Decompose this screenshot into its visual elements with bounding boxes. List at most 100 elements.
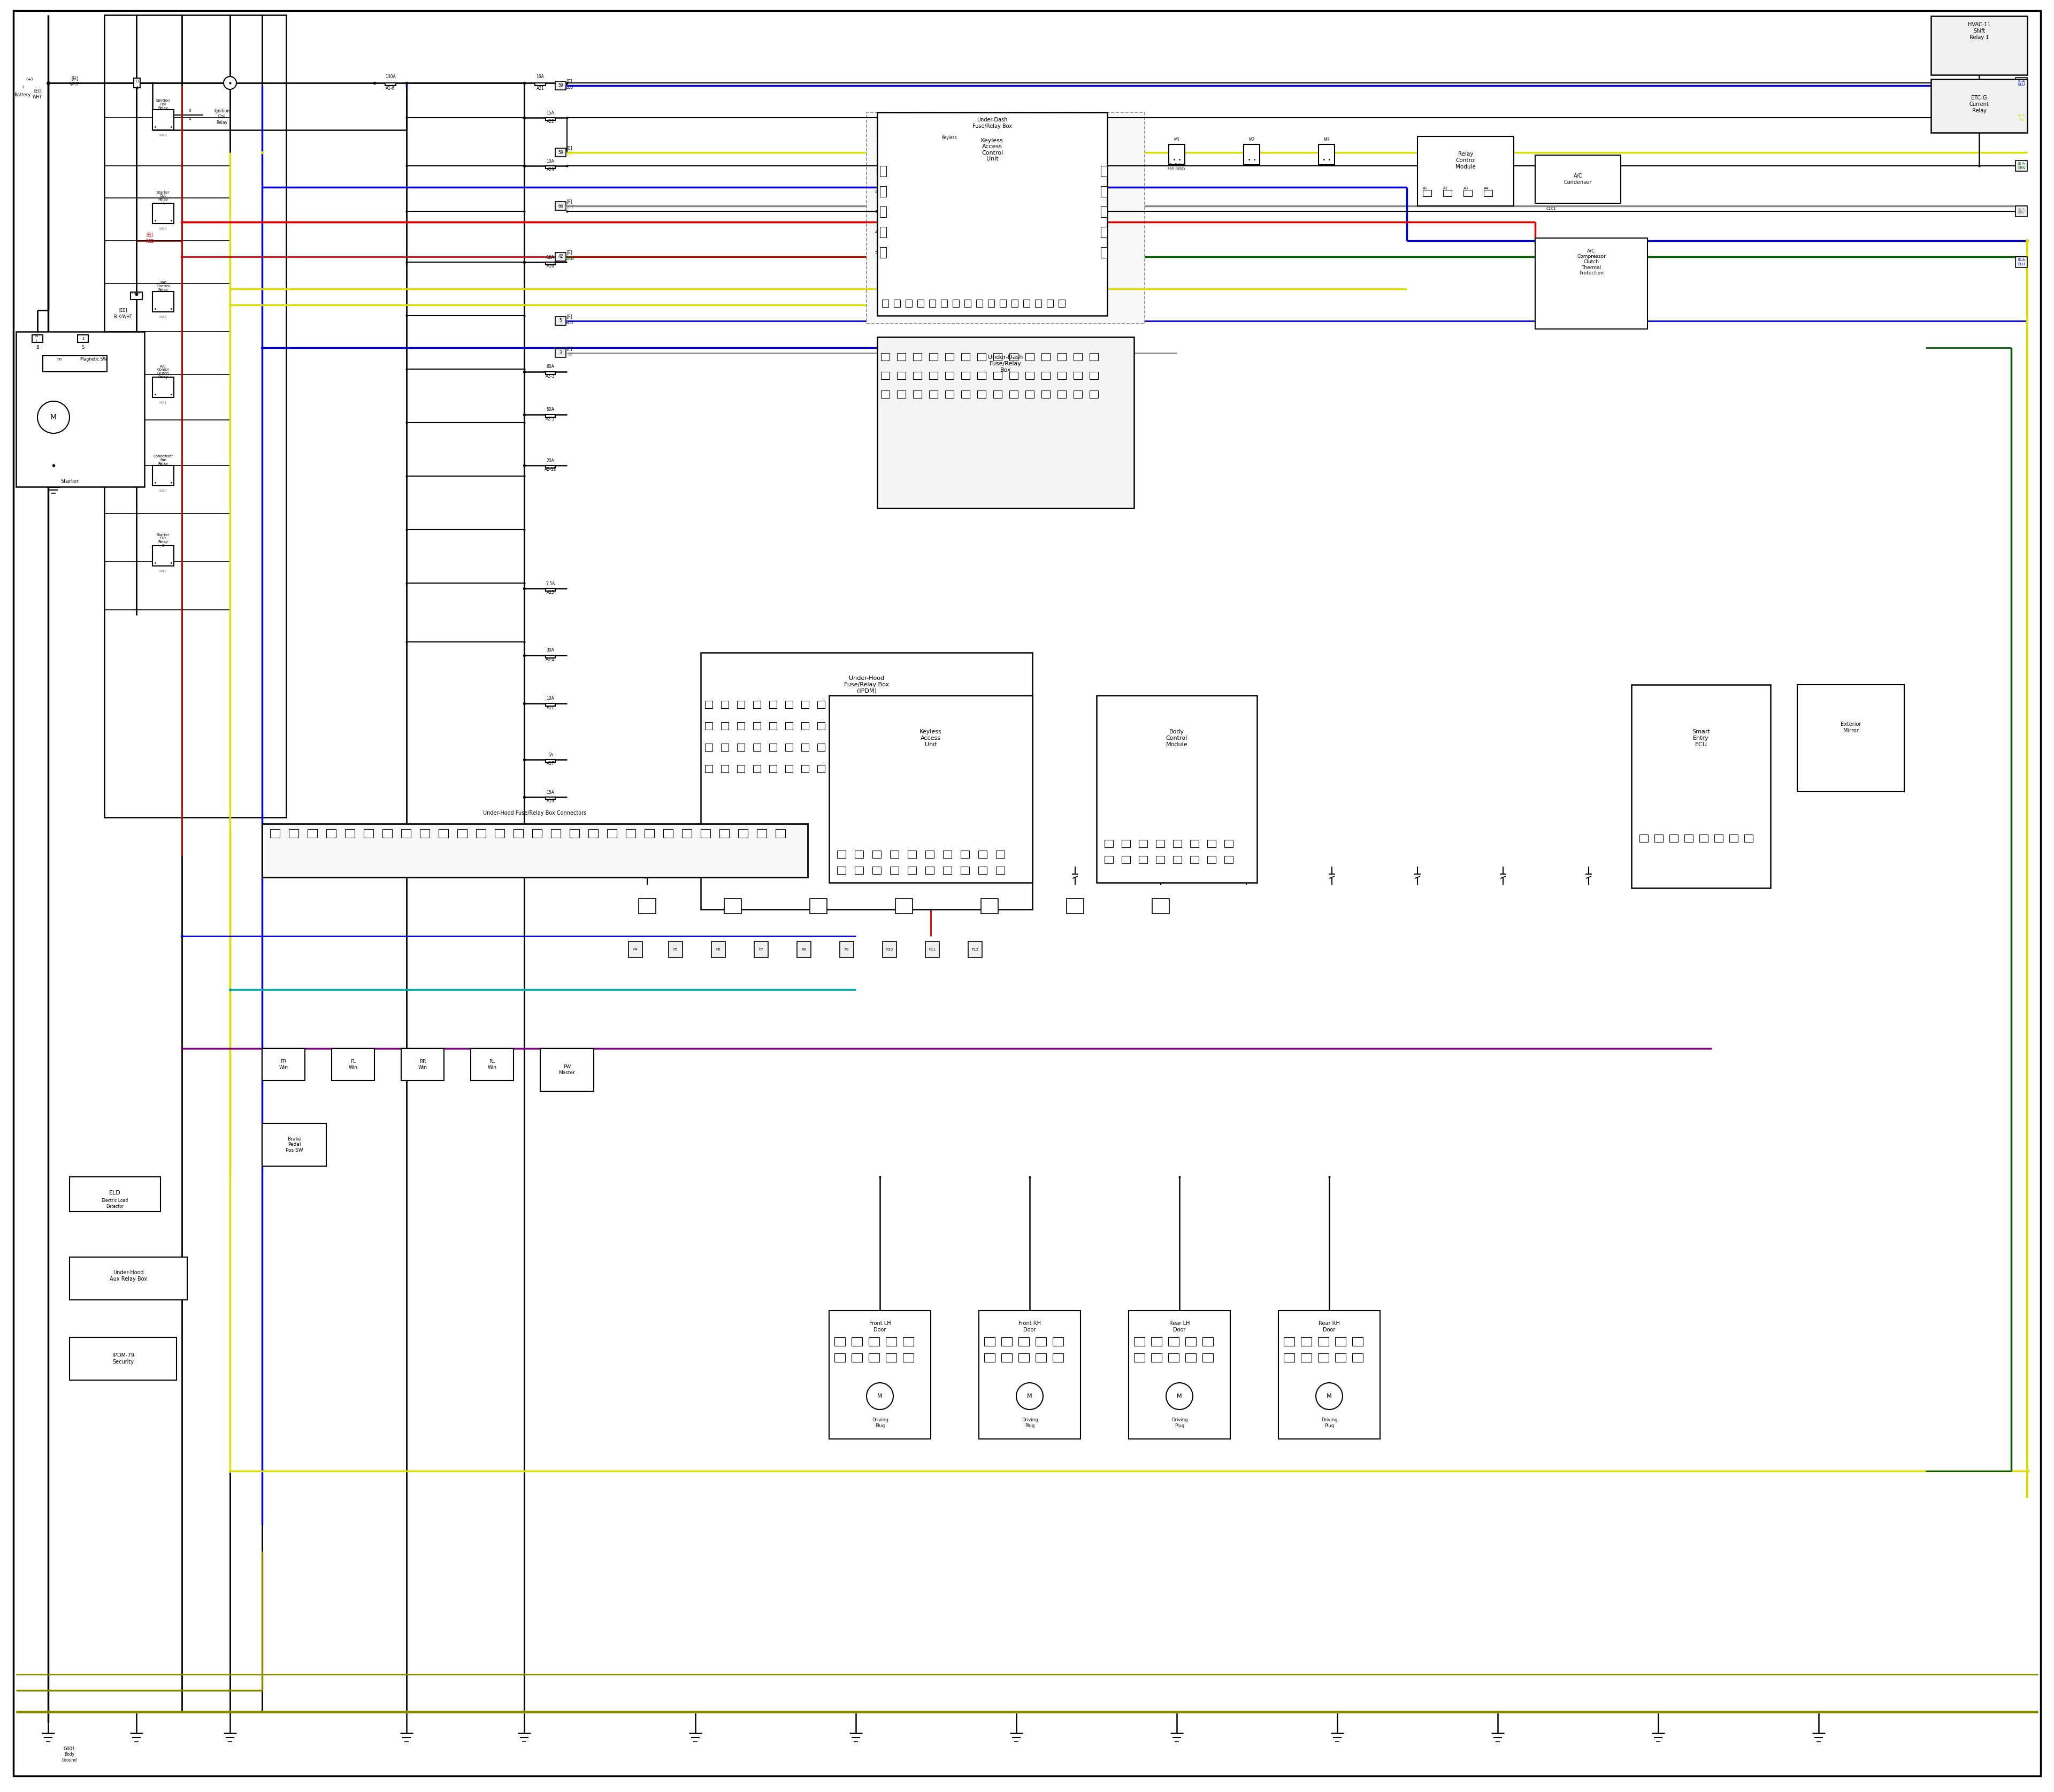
Bar [2015, 206, 2027, 217]
Bar [1101, 167, 1107, 177]
Text: Starter
Cut
Relay
1: Starter Cut Relay 1 [156, 190, 170, 204]
Bar [881, 765, 889, 772]
Bar [996, 867, 1004, 874]
Text: P5: P5 [674, 948, 678, 952]
Bar [705, 765, 713, 772]
Bar [134, 79, 140, 88]
Text: [EE]: [EE] [119, 308, 127, 312]
Bar [904, 1353, 914, 1362]
Text: [EI]: [EI] [72, 77, 78, 81]
Bar [930, 744, 937, 751]
Bar [1185, 1337, 1195, 1346]
Bar [1931, 16, 2027, 75]
Bar [965, 299, 972, 306]
Bar [978, 722, 986, 729]
Text: T1: T1 [136, 79, 140, 82]
Bar [865, 744, 873, 751]
Bar [879, 247, 887, 258]
Bar [945, 391, 953, 398]
Text: P4: P4 [633, 948, 637, 952]
Bar [961, 391, 969, 398]
Text: Body
Control
Module: Body Control Module [1167, 729, 1187, 747]
Bar [984, 1353, 994, 1362]
Text: Front RH
Door: Front RH Door [1019, 1321, 1041, 1333]
Bar [532, 830, 542, 837]
Bar [1444, 190, 1452, 197]
Text: M2: M2 [1249, 138, 1255, 143]
Text: A21: A21 [536, 86, 544, 91]
Bar [477, 830, 485, 837]
Bar [629, 941, 643, 957]
Bar [879, 167, 887, 177]
Bar [105, 14, 286, 817]
Text: [E]: [E] [567, 79, 573, 84]
Bar [850, 744, 857, 751]
Text: IE-A
BLU: IE-A BLU [2017, 258, 2025, 265]
Bar [785, 744, 793, 751]
Text: Keyless: Keyless [943, 136, 957, 140]
Bar [737, 701, 744, 708]
Text: 5: 5 [559, 319, 563, 323]
Text: m: m [58, 357, 62, 362]
Bar [327, 830, 337, 837]
Text: WHT: WHT [33, 95, 43, 100]
Bar [70, 1256, 187, 1299]
Bar [1335, 1353, 1345, 1362]
Bar [608, 830, 616, 837]
Text: Under-Dash
Fuse/Relay
Box: Under-Dash Fuse/Relay Box [988, 355, 1023, 373]
Bar [967, 941, 982, 957]
Text: [E]: [E] [567, 346, 573, 351]
Text: Radiator
Fan Relay: Radiator Fan Relay [1169, 163, 1185, 170]
Bar [865, 765, 873, 772]
Bar [817, 722, 826, 729]
Bar [1105, 857, 1113, 864]
Bar [1534, 238, 1647, 330]
Text: 10A: 10A [546, 697, 555, 701]
Bar [961, 722, 969, 729]
Bar [840, 941, 854, 957]
Bar [898, 744, 906, 751]
Bar [945, 765, 953, 772]
Bar [908, 867, 916, 874]
Bar [879, 186, 887, 197]
Bar [1101, 206, 1107, 217]
Bar [873, 851, 881, 858]
Text: 16A: 16A [536, 75, 544, 79]
Bar [705, 701, 713, 708]
Bar [854, 867, 863, 874]
Bar [1631, 685, 1771, 889]
Text: Smart
Entry
ECU: Smart Entry ECU [1692, 729, 1711, 747]
Text: Starter: Starter [60, 478, 78, 484]
Bar [914, 145, 922, 152]
Text: RED: RED [146, 240, 154, 244]
Text: A11: A11 [546, 706, 555, 710]
Bar [928, 371, 939, 380]
Bar [1189, 857, 1200, 864]
Text: P11: P11 [928, 948, 937, 952]
Bar [834, 1337, 844, 1346]
Bar [1335, 1337, 1345, 1346]
Text: C1C1: C1C1 [1547, 208, 1557, 210]
Bar [663, 830, 674, 837]
Bar [1097, 695, 1257, 883]
Bar [546, 797, 555, 799]
Bar [1352, 1353, 1364, 1362]
Bar [852, 1337, 863, 1346]
Bar [1169, 145, 1185, 165]
Text: 66: 66 [559, 204, 563, 208]
Bar [1011, 299, 1019, 306]
Bar [308, 830, 316, 837]
Bar [1009, 371, 1019, 380]
Text: M43: M43 [158, 489, 166, 493]
Text: M44: M44 [160, 134, 166, 136]
Bar [1002, 1353, 1013, 1362]
Bar [928, 353, 939, 360]
Bar [768, 722, 776, 729]
Bar [401, 830, 411, 837]
Bar [555, 149, 567, 156]
Bar [1052, 1353, 1064, 1362]
Text: A1: A1 [1423, 186, 1428, 190]
Text: A3: A3 [1465, 186, 1469, 190]
Bar [700, 830, 711, 837]
Bar [1033, 145, 1041, 152]
